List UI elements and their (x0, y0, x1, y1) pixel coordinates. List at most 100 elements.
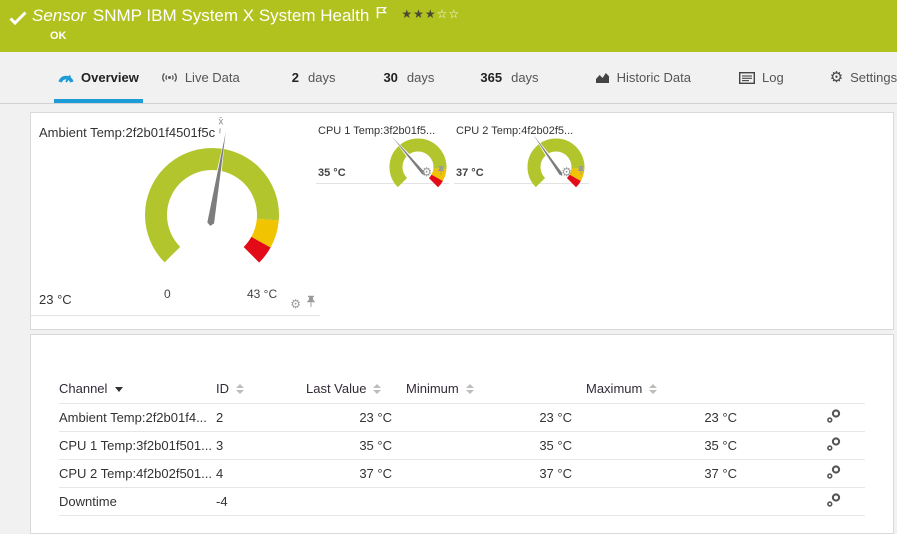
gauge-tile-ambient-temp: Ambient Temp:2f2b01f4501f5c x̄ 0 43 °C 2… (31, 113, 320, 316)
channel-id-cell: 2 (216, 404, 306, 432)
column-header-last-value[interactable]: Last Value (306, 373, 406, 404)
last-value-cell: 35 °C (306, 432, 406, 460)
flag-icon[interactable] (376, 4, 387, 24)
sort-desc-icon (115, 387, 123, 392)
gauge-scale-max: 43 °C (247, 287, 277, 301)
table-row: Ambient Temp:2f2b01f4... 2 23 °C 23 °C 2… (59, 404, 865, 432)
tab-overview-label: Overview (81, 70, 139, 85)
gauge-tile-actions: ⚙ (421, 163, 445, 181)
gauge-tile-cpu1-temp: CPU 1 Temp:3f2b01f5... 35 °C ⚙ (316, 121, 449, 184)
gauge-settings-gear-icon[interactable]: ⚙ (561, 166, 572, 178)
historic-data-chart-icon (595, 71, 610, 84)
tab-log-label: Log (762, 70, 784, 85)
priority-stars-filled[interactable]: ★★★ (401, 7, 436, 21)
table-row: CPU 2 Temp:4f2b02f501... 4 37 °C 37 °C 3… (59, 460, 865, 488)
channel-actions-cell (751, 404, 865, 432)
tab-overview[interactable]: Overview (58, 52, 139, 103)
minimum-cell: 23 °C (406, 404, 586, 432)
column-header-maximum[interactable]: Maximum (586, 373, 751, 404)
channel-settings-icon[interactable] (826, 464, 842, 483)
channel-id-cell: -4 (216, 488, 306, 516)
channel-id-cell: 4 (216, 460, 306, 488)
prtg-sensor-page: Sensor SNMP IBM System X System Health ★… (0, 0, 897, 506)
column-header-id[interactable]: ID (216, 373, 306, 404)
settings-gear-icon: ⚙ (830, 70, 843, 85)
maximum-cell: 23 °C (586, 404, 751, 432)
svg-text:x̄: x̄ (218, 116, 223, 127)
column-header-channel[interactable]: Channel (59, 373, 216, 404)
sort-icon (466, 384, 474, 394)
gauge-pin-icon[interactable] (577, 163, 585, 181)
channel-name-cell[interactable]: CPU 1 Temp:3f2b01f501... (59, 432, 216, 460)
channel-actions-cell (751, 432, 865, 460)
priority-stars-empty[interactable]: ☆☆ (437, 7, 461, 21)
gauge-pin-icon[interactable] (437, 163, 445, 181)
sensor-tab-bar: Overview Live Data 2 days 30 days 365 da… (0, 52, 897, 104)
tab-live-data-label: Live Data (185, 70, 240, 85)
log-list-icon (739, 72, 755, 84)
table-row: CPU 1 Temp:3f2b01f501... 3 35 °C 35 °C 3… (59, 432, 865, 460)
gauge-tile-cpu2-temp: CPU 2 Temp:4f2b02f5... 37 °C ⚙ (454, 121, 589, 184)
channel-actions-cell (751, 488, 865, 516)
minimum-cell: 35 °C (406, 432, 586, 460)
tab-30-days-number: 30 (383, 70, 397, 85)
sensor-title-line: Sensor SNMP IBM System X System Health ★… (32, 6, 460, 26)
gauges-panel: Ambient Temp:2f2b01f4501f5c x̄ 0 43 °C 2… (30, 112, 894, 330)
sort-icon (373, 384, 381, 394)
channel-name-cell[interactable]: Ambient Temp:2f2b01f4... (59, 404, 216, 432)
status-badge: OK (50, 30, 67, 42)
gauge-settings-gear-icon[interactable]: ⚙ (290, 298, 301, 310)
table-header-row: Channel ID Last Value Minimum Maximum (59, 373, 865, 404)
gauge-tile-actions: ⚙ (290, 295, 316, 313)
last-value-cell: 37 °C (306, 460, 406, 488)
channels-table-panel: Channel ID Last Value Minimum Maximum Am… (30, 334, 894, 534)
tab-365-days-number: 365 (480, 70, 502, 85)
tab-log[interactable]: Log (739, 52, 784, 103)
last-value-cell: 23 °C (306, 404, 406, 432)
tab-settings-label: Settings (850, 70, 897, 85)
tab-30-days-label: days (407, 70, 434, 85)
maximum-cell: 37 °C (586, 460, 751, 488)
channel-settings-icon[interactable] (826, 408, 842, 427)
page-title: SNMP IBM System X System Health (93, 6, 369, 26)
last-value-cell (306, 488, 406, 516)
channel-settings-icon[interactable] (826, 436, 842, 455)
gauge-icon (58, 71, 74, 85)
minimum-cell: 37 °C (406, 460, 586, 488)
gauge-last-value: 37 °C (456, 167, 484, 179)
gauge-last-value: 35 °C (318, 167, 346, 179)
gauge-scale-min: 0 (164, 287, 171, 301)
live-data-icon (161, 71, 178, 84)
column-header-actions (751, 373, 865, 404)
tab-2-days[interactable]: 2 days (292, 52, 336, 103)
channel-id-cell: 3 (216, 432, 306, 460)
gauge-last-value: 23 °C (39, 292, 72, 307)
ambient-temp-gauge: x̄ (117, 115, 307, 305)
maximum-cell (586, 488, 751, 516)
tab-historic-data[interactable]: Historic Data (595, 52, 691, 103)
tab-live-data[interactable]: Live Data (161, 52, 240, 103)
column-header-minimum[interactable]: Minimum (406, 373, 586, 404)
channels-table: Channel ID Last Value Minimum Maximum Am… (59, 373, 865, 516)
channel-settings-icon[interactable] (826, 492, 842, 511)
tab-settings[interactable]: ⚙ Settings (830, 52, 897, 103)
tab-2-days-label: days (308, 70, 335, 85)
table-row: Downtime -4 (59, 488, 865, 516)
gauge-settings-gear-icon[interactable]: ⚙ (421, 166, 432, 178)
minimum-cell (406, 488, 586, 516)
channel-name-cell[interactable]: Downtime (59, 488, 216, 516)
gauge-pin-icon[interactable] (306, 295, 316, 313)
sort-icon (236, 384, 244, 394)
tab-365-days[interactable]: 365 days (480, 52, 538, 103)
channel-actions-cell (751, 460, 865, 488)
channel-name-cell[interactable]: CPU 2 Temp:4f2b02f501... (59, 460, 216, 488)
tab-30-days[interactable]: 30 days (383, 52, 434, 103)
tab-historic-data-label: Historic Data (617, 70, 691, 85)
priority-stars[interactable]: ★★★☆☆ (401, 7, 460, 21)
sensor-kind-label: Sensor (32, 6, 86, 26)
sort-icon (649, 384, 657, 394)
sensor-header: Sensor SNMP IBM System X System Health ★… (0, 0, 897, 52)
tab-365-days-label: days (511, 70, 538, 85)
maximum-cell: 35 °C (586, 432, 751, 460)
status-ok-check-icon (9, 11, 27, 31)
